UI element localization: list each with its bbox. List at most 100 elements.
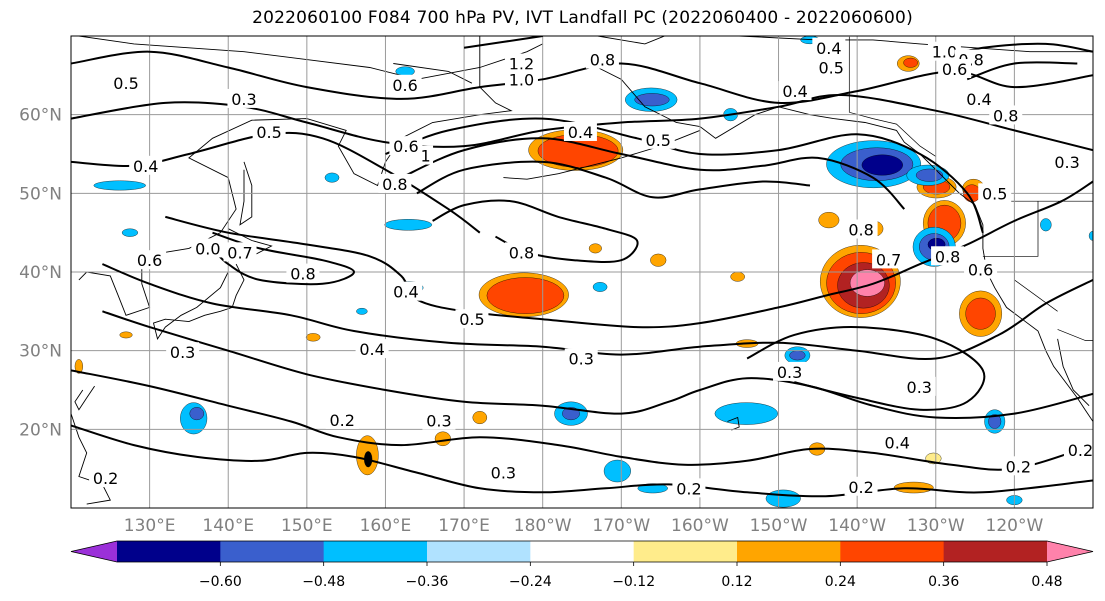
- contour-label-background: [355, 339, 389, 359]
- pv-contour-line: [966, 61, 1078, 81]
- pv-contour-line: [211, 231, 356, 286]
- contour-label: 0.4: [568, 123, 593, 142]
- coastline: [78, 36, 513, 316]
- contour-label: 0.8: [935, 247, 960, 266]
- contour-label: 0.4: [816, 39, 841, 58]
- contour-label: 0.6: [137, 251, 162, 270]
- contour-label-background: [844, 476, 878, 496]
- contour-label: 1.0: [932, 43, 957, 62]
- contour-label-background: [773, 361, 807, 381]
- colorbar-segment: [633, 541, 738, 562]
- contour-label: 0.6: [968, 261, 993, 280]
- contour-label: 0.4: [966, 90, 991, 109]
- pc-shading-region: [1040, 218, 1052, 232]
- contour-label-background: [938, 59, 972, 79]
- contour-label: 0.2: [93, 469, 118, 488]
- colorbar-tick-label: 0.48: [1031, 574, 1062, 590]
- contour-label-background: [1001, 456, 1035, 476]
- contour-label: 0.8: [382, 175, 407, 194]
- contour-label: 0.3: [1054, 153, 1079, 172]
- pv-contour-line: [71, 424, 1093, 498]
- colorbar-segment: [323, 541, 428, 562]
- pc-shading-region: [592, 281, 608, 292]
- colorbar-outline: [70, 540, 1094, 563]
- contour-label: 0.3: [777, 363, 802, 382]
- pv-contour-line: [165, 180, 1093, 329]
- colorbar-tick-label: 0.12: [721, 574, 752, 590]
- contour-label: 0.5: [982, 184, 1007, 203]
- pc-shading-region: [903, 57, 918, 68]
- contour-label-background: [286, 263, 320, 283]
- coastline: [78, 36, 543, 80]
- colorbar-segment: [943, 541, 1048, 562]
- contour-label-background: [89, 468, 123, 488]
- latitude-labels: 60°N 50°N 40°N 30°N 20°N: [19, 106, 62, 441]
- coastline: [239, 161, 253, 226]
- colorbar-tick-label: −0.24: [509, 574, 552, 590]
- colorbar-extend-low: [71, 541, 117, 562]
- pc-shading-region: [305, 333, 321, 342]
- contour-label-background: [486, 462, 520, 482]
- contour-label-background: [504, 242, 538, 262]
- contour-label: 0.8: [509, 243, 534, 262]
- pc-shading-region: [730, 271, 745, 282]
- colorbar-extend-high: [1047, 541, 1093, 562]
- pc-shading-region: [849, 269, 885, 297]
- contour-label-background: [872, 249, 906, 269]
- colorbar: [70, 540, 1094, 563]
- longitude-labels: 130°E 140°E 150°E 160°E 170°E 180°W 170°W 160°W…: [124, 516, 1044, 536]
- contour-label: 0.3: [170, 343, 195, 362]
- colorbar-tick-labels: −0.60 −0.48 −0.36 −0.24 −0.12 0.12 0.24 0.36 0.4…: [199, 562, 1063, 590]
- longitude-tick-label: 130°W: [907, 516, 965, 536]
- contour-label-background: [325, 409, 359, 429]
- contour-label: 0.3: [231, 90, 256, 109]
- colorbar-segment: [427, 541, 531, 562]
- political-border: [849, 111, 936, 157]
- contour-label: 0.2: [1068, 441, 1093, 460]
- contour-label: 0.6: [942, 60, 967, 79]
- contour-label: 0.2: [676, 479, 701, 498]
- colorbar-segment: [220, 541, 325, 562]
- contour-label: 0.2: [848, 478, 873, 497]
- contour-label-background: [223, 242, 257, 262]
- latitude-tick-label: 50°N: [19, 184, 62, 204]
- contour-label: 1: [420, 147, 430, 166]
- pc-shading-region: [588, 243, 602, 254]
- pc-shading-region: [93, 180, 146, 191]
- colorbar-tick-label: −0.36: [406, 574, 449, 590]
- contour-label: 0.3: [907, 378, 932, 397]
- longitude-tick-label: 140°W: [828, 516, 886, 536]
- contour-label-background: [166, 342, 200, 362]
- colorbar-tick-label: −0.12: [612, 574, 655, 590]
- latitude-tick-label: 20°N: [19, 420, 62, 440]
- longitude-tick-label: 160°E: [360, 516, 412, 536]
- latitude-tick-label: 30°N: [19, 342, 62, 362]
- colorbar-segment: [737, 541, 841, 562]
- longitude-tick-label: 170°W: [592, 516, 650, 536]
- contour-label-background: [814, 57, 848, 77]
- contour-label: 0.8: [590, 51, 615, 70]
- coastline: [74, 385, 95, 411]
- contour-label: 0.5: [818, 58, 843, 77]
- contour-label: 0.7: [876, 250, 901, 269]
- colorbar-tick-label: −0.48: [302, 574, 345, 590]
- pv-contour-line: [746, 326, 986, 411]
- pc-shading-region: [121, 228, 139, 237]
- contour-label: 0.4: [885, 434, 910, 453]
- contour-label-background: [389, 281, 423, 301]
- pv-contour-layer: [71, 36, 1093, 498]
- pv-contour-line: [432, 199, 639, 263]
- contour-label-background: [902, 376, 936, 396]
- colorbar-segment: [840, 541, 945, 562]
- longitude-tick-label: 120°W: [986, 516, 1044, 536]
- contour-label-background: [109, 73, 143, 93]
- map-frame: [70, 35, 1094, 509]
- pv-contour-line: [385, 117, 984, 234]
- pc-shading-region: [634, 93, 670, 107]
- pc-shading-region: [650, 253, 667, 267]
- contour-label: 0.8: [290, 265, 315, 284]
- contour-label-background: [389, 136, 423, 156]
- longitude-tick-label: 150°E: [281, 516, 333, 536]
- contour-label-background: [227, 88, 261, 108]
- longitude-tick-label: 140°E: [202, 516, 254, 536]
